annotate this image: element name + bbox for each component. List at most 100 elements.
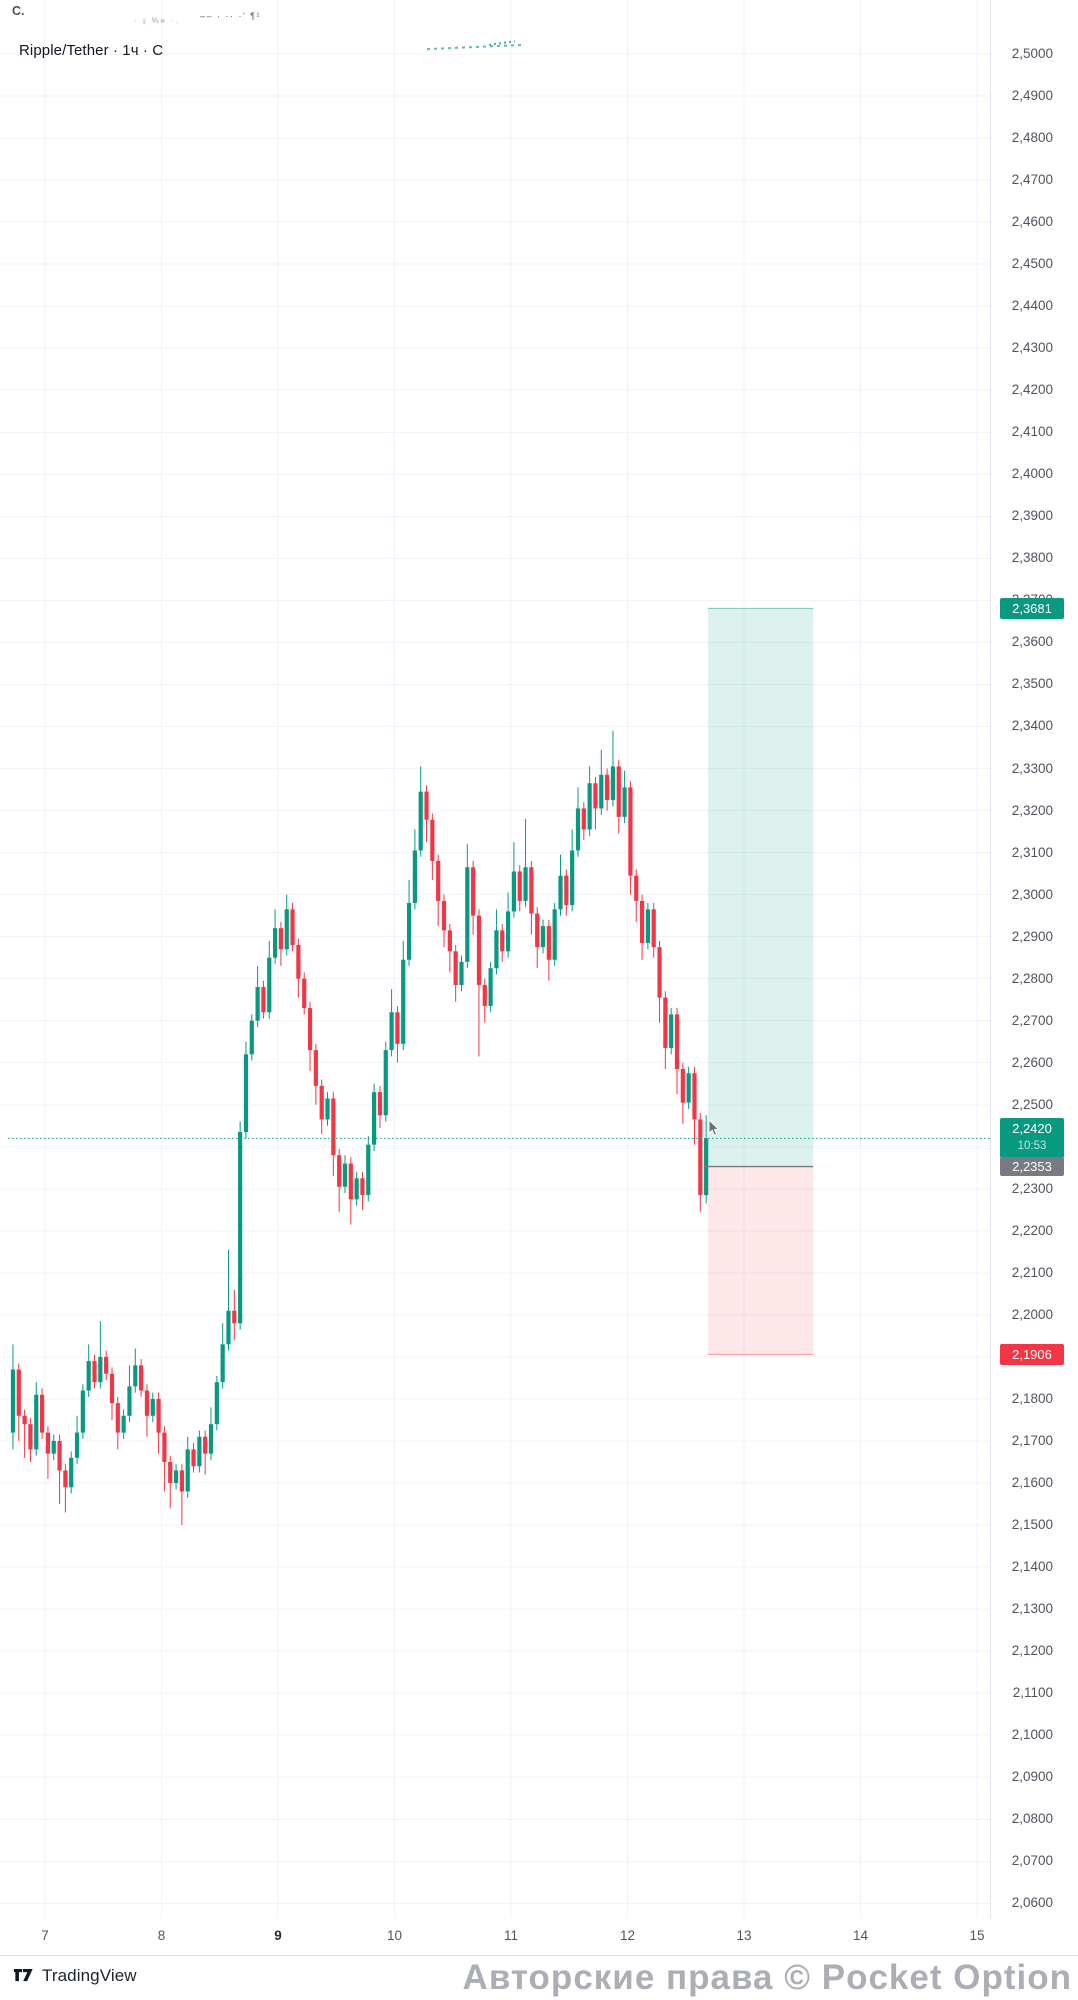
candle-body: [430, 819, 435, 861]
candle-body: [22, 1415, 27, 1425]
candle-body: [511, 871, 517, 912]
time-axis-label: 10: [386, 1928, 403, 1943]
candle-body: [517, 871, 522, 901]
candle-body: [395, 1012, 400, 1044]
candle-body: [80, 1390, 85, 1433]
candle-body: [698, 1119, 703, 1196]
candle-body: [663, 997, 668, 1049]
copyright-watermark: Авторские права © Pocket Option: [462, 1958, 1072, 1997]
candle-body: [261, 987, 266, 1013]
candle-body: [232, 1310, 237, 1324]
candle-body: [593, 783, 598, 809]
candle-body: [372, 1092, 377, 1145]
candle-body: [313, 1050, 318, 1086]
candle-body: [173, 1470, 179, 1484]
candle-body: [139, 1365, 144, 1391]
candle-body: [599, 774, 604, 809]
candle-body: [505, 911, 511, 952]
price-tick-label: 2,2800: [1011, 970, 1053, 986]
candle-body: [453, 951, 458, 985]
candle-body: [208, 1424, 214, 1454]
candle-body: [692, 1073, 697, 1120]
candle-body: [150, 1398, 155, 1416]
candle-body: [302, 978, 307, 1009]
candle-body: [552, 909, 557, 960]
price-tick-label: 2,2200: [1011, 1222, 1053, 1238]
price-tick-label: 2,4400: [1011, 298, 1053, 314]
candle-body: [645, 909, 650, 943]
candle-body: [51, 1440, 56, 1454]
candle-body: [92, 1361, 97, 1383]
time-axis[interactable]: 7 8 9 10 11 12 13 14 15: [0, 1918, 1078, 1955]
candle-body: [657, 947, 662, 998]
candle-body: [63, 1470, 68, 1488]
candle-body: [424, 791, 429, 820]
candle-body: [523, 867, 528, 901]
candle-body: [115, 1403, 120, 1433]
current-price-value: 2,2420: [1012, 1121, 1052, 1137]
position-tool-loss-zone[interactable]: [707, 1166, 814, 1355]
candle-body: [342, 1163, 348, 1187]
candle-body: [634, 875, 639, 901]
time-axis-label: 13: [736, 1928, 752, 1943]
candle-body: [366, 1144, 371, 1196]
mouse-cursor-icon: [708, 1118, 723, 1143]
candle-body: [401, 959, 406, 1044]
price-tick-label: 2,1300: [1011, 1601, 1053, 1617]
candle-body: [296, 945, 301, 979]
erased-toolbar-fragment: · ¡ ¼« ·.: [134, 16, 181, 25]
candle-body: [459, 961, 464, 985]
tradingview-logo-icon: [14, 1969, 33, 1982]
candle-body: [179, 1470, 184, 1492]
price-tick-label: 2,3300: [1011, 760, 1053, 776]
price-tick-label: 2,2100: [1011, 1264, 1053, 1280]
candle-body: [243, 1054, 249, 1133]
price-tick-label: 2,2900: [1011, 928, 1053, 944]
candle-body: [278, 928, 284, 950]
candle-body: [628, 787, 633, 876]
price-tick-label: 2,3100: [1011, 844, 1053, 860]
candle-body: [86, 1361, 91, 1391]
price-tick-label: 2,4600: [1011, 214, 1053, 230]
candle-body: [39, 1394, 45, 1433]
price-tick-label: 2,3400: [1011, 718, 1053, 734]
candle-body: [354, 1178, 359, 1200]
candle-body: [622, 787, 627, 817]
tradingview-attribution[interactable]: TradingView: [14, 1966, 137, 1986]
candle-body: [558, 875, 563, 910]
price-tick-label: 2,2700: [1011, 1012, 1053, 1028]
candle-body: [319, 1085, 324, 1120]
price-tick-label: 2,4500: [1011, 256, 1053, 272]
candlestick-chart[interactable]: [0, 0, 990, 1918]
price-tick-label: 2,1100: [1012, 1685, 1053, 1701]
candle-body: [226, 1310, 231, 1345]
symbol-legend[interactable]: Ripple/Tether · 1ч · C: [19, 42, 164, 59]
time-axis-label: 7: [41, 1928, 49, 1943]
candle-body: [109, 1373, 115, 1404]
candle-body: [98, 1356, 103, 1383]
chart-canvas[interactable]: C. · ¡ ¼« ·. ‒‒ · ·· ·' ¶¹ Ripple/Tether…: [0, 0, 990, 1918]
candle-body: [680, 1069, 685, 1103]
candle-body: [546, 926, 551, 960]
candle-body: [465, 867, 470, 962]
price-tick-label: 2,4700: [1011, 172, 1053, 188]
price-tick-label: 2,2000: [1011, 1306, 1053, 1322]
candle-body: [669, 1014, 674, 1049]
price-tick-label: 2,1700: [1011, 1432, 1053, 1448]
candle-body: [197, 1436, 202, 1467]
price-tick-label: 2,3200: [1011, 802, 1053, 818]
time-axis-label: 15: [969, 1928, 985, 1943]
candle-body: [307, 1008, 313, 1051]
price-axis[interactable]: 2,3681 2,2420 10:53 2,2353 2,1906 2,5000…: [990, 0, 1078, 1955]
price-tick-label: 2,0600: [1011, 1895, 1053, 1911]
candle-body: [127, 1386, 132, 1416]
current-price-label: 2,2420 10:53: [1000, 1118, 1064, 1159]
position-tool-profit-zone[interactable]: [707, 608, 814, 1167]
price-tick-label: 2,2500: [1011, 1096, 1053, 1112]
candle-body: [284, 909, 289, 950]
candle-body: [651, 909, 656, 948]
price-tick-label: 2,4800: [1011, 130, 1053, 146]
candle-body: [482, 984, 487, 1006]
candle-body: [529, 867, 534, 914]
price-tick-label: 2,5000: [1011, 46, 1053, 61]
